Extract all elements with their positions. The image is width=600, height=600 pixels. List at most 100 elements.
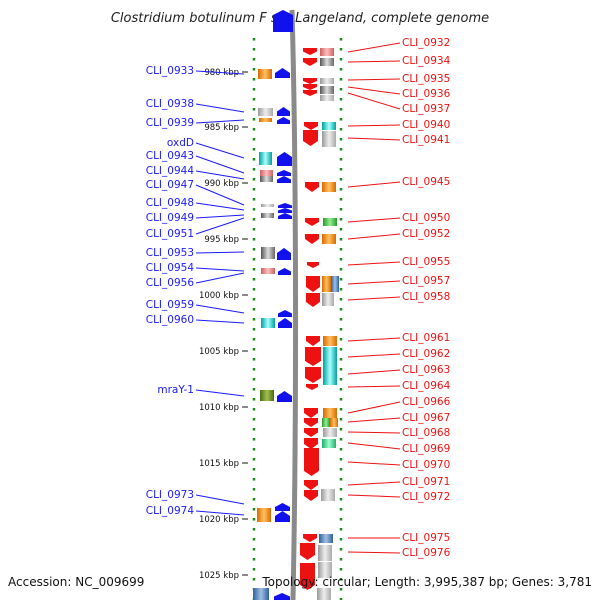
forward-gene-arrow bbox=[278, 268, 291, 275]
reverse-gene-arrow bbox=[306, 276, 320, 292]
label-connector bbox=[195, 184, 245, 206]
gene-feature bbox=[320, 95, 334, 101]
gene-label-right: CLI_0935 bbox=[402, 73, 450, 85]
label-connector bbox=[347, 481, 401, 486]
gene-label-right: CLI_0962 bbox=[402, 348, 450, 360]
label-connector bbox=[195, 304, 245, 314]
reverse-gene-labels: CLI_0932 CLI_0934 CLI_0935 CLI_0936 CLI_0937… bbox=[347, 37, 451, 559]
label-connector bbox=[347, 42, 401, 53]
forward-gene-arrow bbox=[274, 593, 290, 600]
gene-label-left: CLI_0949 bbox=[146, 212, 194, 224]
reverse-gene-arrow bbox=[304, 438, 318, 449]
forward-gene-arrow bbox=[277, 176, 291, 183]
gene-feature bbox=[318, 562, 332, 578]
gene-feature bbox=[261, 268, 275, 274]
gene-feature bbox=[319, 534, 333, 543]
gene-label-left: CLI_0939 bbox=[146, 117, 194, 129]
reverse-gene-arrow bbox=[307, 262, 319, 268]
gene-feature bbox=[322, 131, 336, 147]
gene-label-left: CLI_0947 bbox=[146, 179, 194, 191]
gene-feature bbox=[323, 218, 337, 226]
gene-label-left: mraY-1 bbox=[157, 384, 194, 396]
forward-gene-arrow bbox=[277, 248, 291, 260]
reverse-gene-arrow bbox=[303, 130, 318, 146]
gene-label-right: CLI_0961 bbox=[402, 332, 450, 344]
gene-feature bbox=[323, 347, 337, 385]
label-connector bbox=[347, 233, 401, 240]
label-connector bbox=[195, 119, 245, 124]
label-connector bbox=[347, 124, 401, 127]
forward-gene-arrow bbox=[278, 208, 292, 213]
gene-label-right: CLI_0963 bbox=[402, 364, 450, 376]
reverse-gene-arrow bbox=[304, 428, 318, 437]
gene-label-left: CLI_0953 bbox=[146, 247, 194, 259]
gene-feature bbox=[322, 234, 336, 244]
label-connector bbox=[347, 337, 401, 342]
label-connector bbox=[195, 494, 245, 505]
label-connector bbox=[347, 494, 401, 498]
label-connector bbox=[195, 251, 245, 254]
label-connector bbox=[195, 510, 245, 516]
gene-feature bbox=[260, 176, 273, 182]
gene-label-right: CLI_0932 bbox=[402, 37, 450, 49]
reverse-gene-arrow bbox=[305, 367, 321, 383]
forward-gene-arrow bbox=[277, 107, 290, 116]
gene-feature bbox=[261, 247, 275, 259]
gene-label-right: CLI_0955 bbox=[402, 256, 450, 268]
gene-label-right: CLI_0937 bbox=[402, 103, 450, 115]
forward-gene-arrow bbox=[277, 117, 290, 124]
reverse-gene-arrow bbox=[305, 347, 321, 366]
gene-feature bbox=[261, 204, 274, 207]
label-connector bbox=[347, 353, 401, 358]
gene-label-right: CLI_0941 bbox=[402, 134, 450, 146]
label-connector bbox=[195, 70, 245, 75]
reverse-gene-arrow bbox=[303, 48, 317, 55]
label-connector bbox=[347, 92, 401, 110]
forward-gene-arrow bbox=[277, 391, 292, 402]
scale-label: 1000 kbp bbox=[199, 291, 239, 301]
forward-gene-arrow bbox=[278, 203, 292, 208]
label-connector bbox=[195, 214, 245, 219]
label-connector bbox=[347, 60, 401, 63]
label-connector bbox=[195, 319, 245, 324]
label-connector bbox=[195, 103, 245, 113]
label-connector bbox=[347, 86, 401, 95]
reverse-gene-arrow bbox=[303, 84, 317, 90]
label-connector bbox=[347, 137, 401, 141]
gene-feature bbox=[317, 588, 331, 600]
scale-label: 1010 kbp bbox=[199, 403, 239, 413]
gene-label-right: CLI_0970 bbox=[402, 459, 450, 471]
gene-feature bbox=[323, 336, 337, 346]
genome-backbone bbox=[289, 9, 299, 600]
label-connector bbox=[347, 280, 401, 285]
gene-feature bbox=[323, 408, 337, 418]
forward-gene-arrow bbox=[277, 152, 292, 166]
reverse-gene-arrow bbox=[304, 418, 318, 427]
label-connector bbox=[347, 385, 401, 388]
gene-feature bbox=[259, 152, 272, 165]
reverse-gene-arrow bbox=[306, 293, 320, 307]
forward-gene-arrow bbox=[275, 511, 290, 522]
gene-label-right: CLI_0952 bbox=[402, 228, 450, 240]
gene-feature bbox=[330, 418, 338, 427]
gene-feature bbox=[318, 545, 332, 561]
gene-label-left: CLI_0938 bbox=[146, 98, 194, 110]
label-connector bbox=[347, 78, 401, 81]
label-connector bbox=[195, 272, 245, 284]
reverse-gene-arrow bbox=[304, 480, 318, 490]
reverse-gene-arrow bbox=[300, 563, 315, 590]
gene-feature bbox=[258, 69, 272, 79]
gene-label-right: CLI_0966 bbox=[402, 396, 451, 408]
label-connector bbox=[347, 431, 401, 434]
reverse-strand-features bbox=[300, 48, 339, 600]
label-connector bbox=[195, 389, 245, 397]
label-connector bbox=[347, 181, 401, 188]
gene-label-left: CLI_0973 bbox=[146, 489, 194, 501]
gene-label-left: CLI_0951 bbox=[146, 228, 194, 240]
gene-feature bbox=[322, 293, 334, 306]
gene-feature bbox=[261, 213, 274, 218]
reverse-gene-arrow bbox=[303, 78, 317, 84]
gene-feature bbox=[322, 439, 336, 448]
